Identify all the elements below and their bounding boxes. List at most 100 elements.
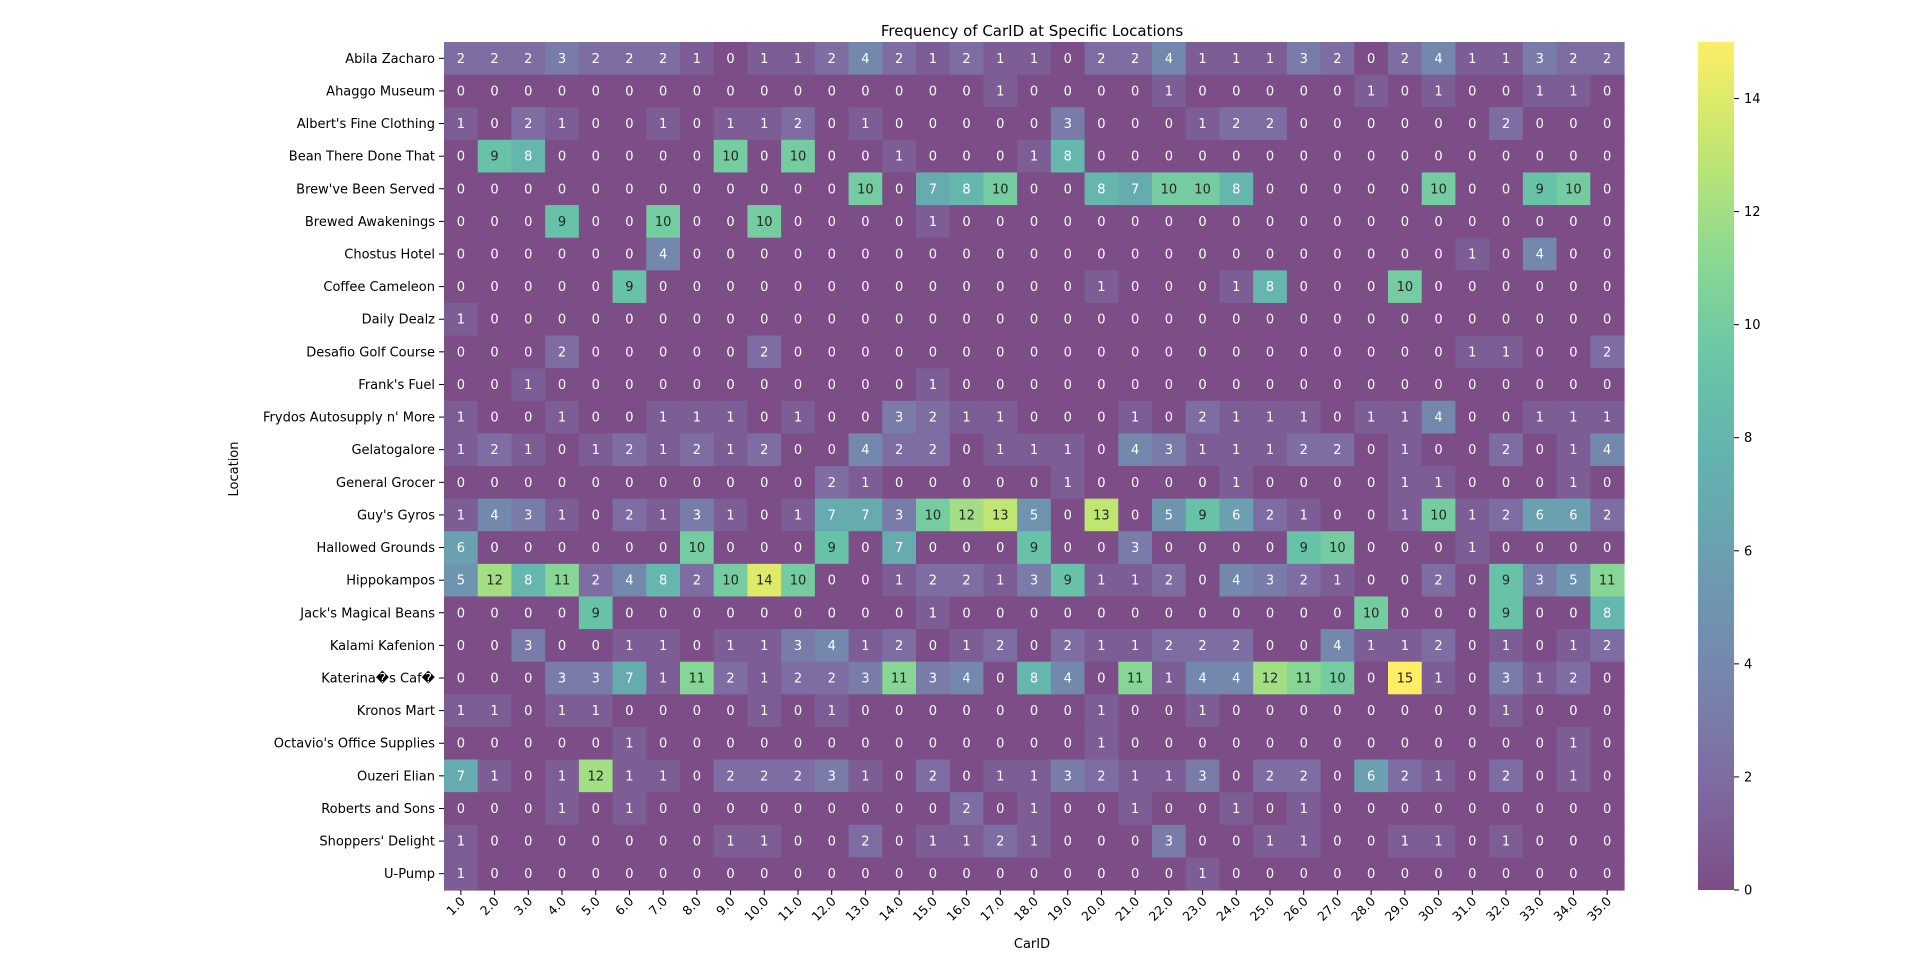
heatmap-cell (578, 107, 614, 141)
heatmap-cell (1320, 205, 1355, 239)
cell-value-label: 0 (1198, 606, 1206, 621)
cell-value-label: 8 (1266, 280, 1274, 295)
cell-value-label: 0 (457, 737, 465, 752)
heatmap-cell (1320, 302, 1355, 337)
heatmap-cell (713, 400, 749, 434)
cell-value-label: 7 (457, 769, 465, 784)
heatmap-cell (1286, 531, 1322, 565)
heatmap-cell (1489, 824, 1524, 858)
cell-value-label: 0 (592, 182, 600, 197)
cell-value-label: 0 (1434, 443, 1442, 458)
cell-value-label: 0 (1603, 867, 1611, 882)
cell-value-label: 0 (1064, 182, 1072, 197)
heatmap-cell (1421, 368, 1457, 402)
heatmap-cell (1118, 107, 1153, 141)
heatmap-cell (1084, 792, 1119, 826)
cell-value-label: 0 (929, 248, 937, 263)
heatmap-cell (1590, 759, 1625, 793)
cell-value-label: 0 (794, 867, 802, 882)
y-tick-label: Guy's Gyros (357, 508, 435, 523)
heatmap-cell (1118, 172, 1153, 206)
heatmap-cell (1017, 400, 1052, 434)
heatmap-cell (1084, 139, 1119, 174)
heatmap-cell (1522, 433, 1558, 467)
heatmap-cell (1152, 42, 1187, 76)
cell-value-label: 0 (929, 84, 937, 99)
heatmap-cell (814, 139, 850, 174)
heatmap-cell (848, 172, 883, 206)
heatmap-cell (1590, 661, 1625, 695)
heatmap-cell (882, 400, 917, 434)
cell-value-label: 0 (895, 704, 903, 719)
cell-value-label: 0 (592, 737, 600, 752)
heatmap-cell (1050, 498, 1086, 532)
heatmap-cell (1522, 205, 1558, 239)
heatmap-cell (1421, 563, 1457, 598)
heatmap-cell (511, 400, 546, 434)
heatmap-cells (444, 42, 1625, 891)
heatmap-cell (1152, 237, 1187, 271)
heatmap-cell (1455, 759, 1490, 793)
cell-value-label: 0 (625, 182, 633, 197)
heatmap-cell (1590, 205, 1625, 239)
cell-value-label: 1 (1434, 476, 1442, 491)
cell-value-label: 1 (996, 574, 1004, 589)
cell-value-label: 0 (1131, 117, 1139, 132)
cell-value-label: 2 (1333, 52, 1341, 67)
cell-value-label: 3 (1266, 574, 1274, 589)
cell-value-label: 0 (1603, 541, 1611, 556)
cell-value-label: 0 (659, 378, 667, 393)
cell-value-label: 2 (929, 574, 937, 589)
cell-value-label: 0 (794, 476, 802, 491)
cell-value-label: 0 (1266, 345, 1274, 360)
heatmap-cell (1522, 466, 1558, 500)
cell-value-label: 0 (962, 606, 970, 621)
cell-value-label: 2 (1502, 443, 1510, 458)
heatmap-cell (1050, 335, 1086, 369)
heatmap-cell (1084, 857, 1119, 891)
cell-value-label: 0 (1434, 378, 1442, 393)
heatmap-cell (781, 661, 816, 695)
heatmap-cell (1017, 368, 1052, 402)
cell-value-label: 0 (524, 835, 532, 850)
heatmap-cell (1084, 694, 1119, 728)
heatmap-cell (781, 563, 816, 598)
cell-value-label: 0 (1333, 606, 1341, 621)
heatmap-cell (1253, 824, 1288, 858)
heatmap-cell (1286, 726, 1322, 761)
heatmap-cell (1253, 759, 1288, 793)
heatmap-cell (1118, 792, 1153, 826)
heatmap-cell (1421, 792, 1457, 826)
heatmap-cell (1388, 74, 1423, 108)
cell-value-label: 0 (490, 182, 498, 197)
heatmap-cell (444, 498, 479, 532)
y-tick-label: Kronos Mart (357, 704, 435, 719)
cell-value-label: 10 (1430, 182, 1447, 197)
cell-value-label: 0 (760, 248, 768, 263)
cell-value-label: 0 (1434, 280, 1442, 295)
heatmap-cell (1253, 42, 1288, 76)
cell-value-label: 4 (828, 639, 836, 654)
cell-value-label: 10 (790, 150, 807, 165)
cell-value-label: 10 (857, 182, 874, 197)
cell-value-label: 0 (929, 541, 937, 556)
cell-value-label: 10 (1329, 672, 1346, 687)
heatmap-cell (1253, 661, 1288, 695)
heatmap-cell (1455, 563, 1490, 598)
cell-value-label: 0 (962, 443, 970, 458)
cell-value-label: 0 (1266, 150, 1274, 165)
cell-value-label: 0 (1064, 835, 1072, 850)
heatmap-cell (949, 335, 985, 369)
cell-value-label: 0 (1165, 150, 1173, 165)
heatmap-cell (1050, 792, 1086, 826)
cell-value-label: 1 (1030, 150, 1038, 165)
heatmap-cell (949, 42, 985, 76)
heatmap-cell (1455, 466, 1490, 500)
heatmap-cell (1590, 74, 1625, 108)
heatmap-cell (1152, 596, 1187, 630)
cell-value-label: 1 (490, 704, 498, 719)
heatmap-cell (814, 726, 850, 761)
cell-value-label: 0 (1266, 639, 1274, 654)
cell-value-label: 0 (1536, 639, 1544, 654)
cell-value-label: 0 (1603, 182, 1611, 197)
